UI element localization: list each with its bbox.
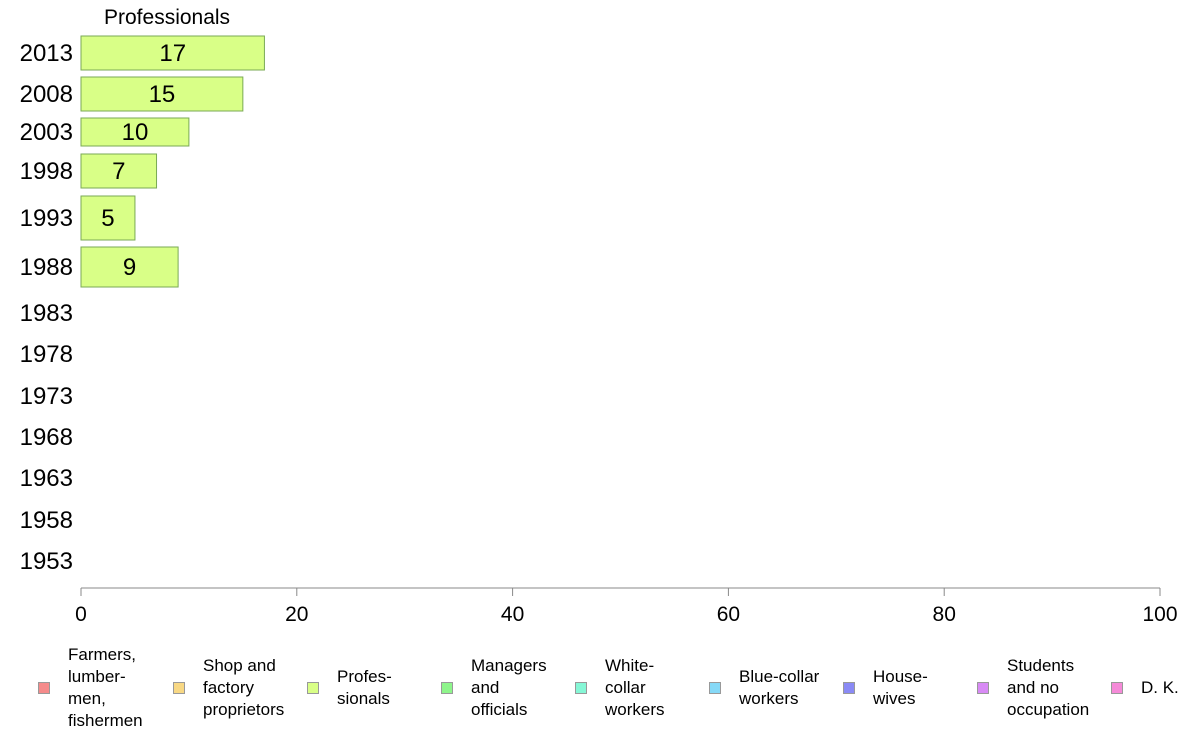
legend-swatch: [38, 682, 50, 694]
legend-item: House- wives: [843, 640, 928, 736]
bar-1998: [80, 153, 158, 189]
legend-label: Farmers, lumber- men, fishermen: [68, 645, 143, 730]
legend-label: Managers and officials: [471, 656, 547, 719]
bar-value-label: 9: [123, 254, 136, 281]
legend-swatch: [843, 682, 855, 694]
x-tick-label: 80: [933, 603, 956, 626]
bar-value-label: 17: [159, 40, 186, 67]
legend-swatch: [441, 682, 453, 694]
legend-swatch: [1111, 682, 1123, 694]
category-label: 1983: [20, 300, 73, 327]
bar-value-label: 15: [149, 81, 176, 108]
legend-item: Managers and officials: [441, 640, 547, 736]
category-label: 1973: [20, 383, 73, 410]
legend-label: White- collar workers: [605, 656, 665, 719]
category-label: 2013: [20, 40, 73, 67]
x-tick-label: 40: [501, 603, 524, 626]
legend-label: D. K.: [1141, 678, 1179, 697]
legend-item: White- collar workers: [575, 640, 665, 736]
bar-chart: 0 20 40 60 80 100 2013 2008 2003 1998 1993 1988 1983…: [20, 35, 1178, 626]
legend-swatch: [307, 682, 319, 694]
bar-1993: [80, 195, 136, 241]
legend-item: Profes- sionals: [307, 640, 392, 736]
category-label: 1963: [20, 465, 73, 492]
legend-label: Profes- sionals: [337, 667, 392, 708]
x-tick-label: 20: [285, 603, 308, 626]
legend-item: Shop and factory proprietors: [173, 640, 284, 736]
legend-label: House- wives: [873, 667, 928, 708]
category-label: 2008: [20, 81, 73, 108]
category-label: 1978: [20, 341, 73, 368]
legend-label: Students and no occupation: [1007, 656, 1090, 719]
category-label: 1988: [20, 254, 73, 281]
legend-item: Students and no occupation: [977, 640, 1089, 736]
legend-item: Blue-collar workers: [709, 640, 819, 736]
bar-value-label: 10: [122, 119, 149, 146]
category-label: 1958: [20, 507, 73, 534]
bar-2003: [80, 117, 190, 147]
legend-swatch: [977, 682, 989, 694]
legend-swatch: [173, 682, 185, 694]
legend-item: D. K.: [1111, 640, 1179, 736]
bar-2013: [80, 35, 265, 71]
legend-label: Blue-collar workers: [739, 667, 820, 708]
category-label: 1953: [20, 548, 73, 575]
category-label: 1968: [20, 424, 73, 451]
chart-legend: Farmers, lumber- men, fishermen Shop and …: [0, 640, 1188, 736]
legend-swatch: [575, 682, 587, 694]
bar-value-label: 5: [101, 205, 114, 232]
legend-label: Shop and factory proprietors: [203, 656, 285, 719]
x-tick-label: 100: [1142, 603, 1177, 626]
category-label: 1993: [20, 205, 73, 232]
bar-value-label: 7: [112, 158, 125, 185]
bar-2008: [80, 76, 244, 112]
x-tick-label: 60: [717, 603, 740, 626]
legend-item: Farmers, lumber- men, fishermen: [38, 640, 143, 736]
category-label: 2003: [20, 119, 73, 146]
category-label: 1998: [20, 158, 73, 185]
chart-title: Professionals: [104, 6, 231, 29]
legend-swatch: [709, 682, 721, 694]
x-tick-label: 0: [75, 603, 87, 626]
bar-1988: [80, 246, 179, 288]
